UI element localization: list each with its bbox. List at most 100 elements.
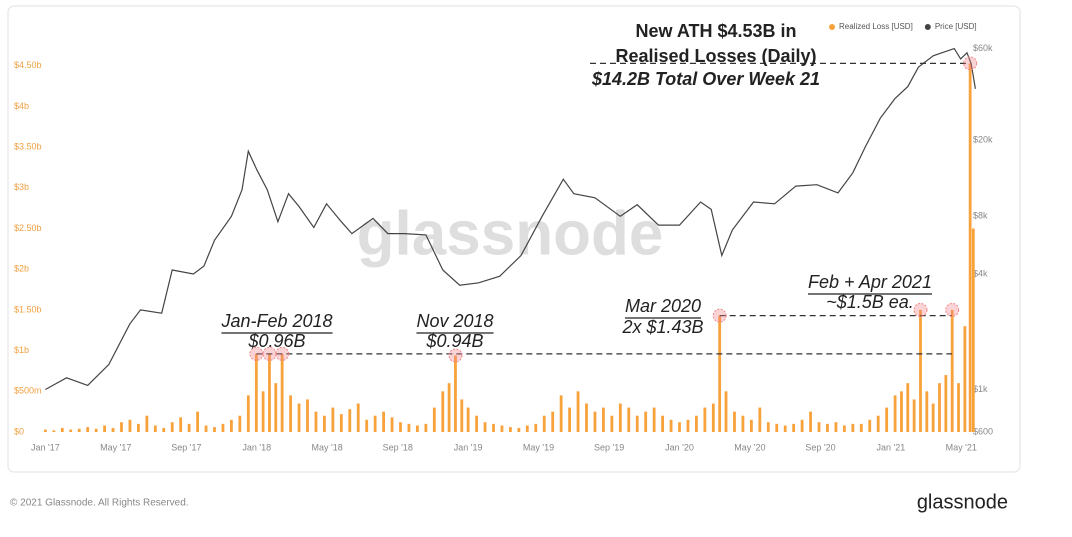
bar bbox=[919, 309, 922, 432]
highlight bbox=[913, 302, 928, 317]
bar bbox=[246, 395, 250, 432]
bar bbox=[851, 423, 855, 432]
bar bbox=[447, 383, 451, 432]
bar bbox=[509, 427, 512, 432]
bar bbox=[652, 407, 656, 432]
bar bbox=[800, 419, 804, 432]
x-tick-label: Jan '17 bbox=[31, 442, 60, 452]
bar bbox=[268, 353, 271, 432]
bar bbox=[618, 403, 622, 432]
bar bbox=[826, 423, 829, 432]
bar bbox=[792, 423, 796, 432]
bar bbox=[120, 422, 123, 432]
y-tick-label: $2.50b bbox=[14, 223, 42, 233]
y-tick-label: $4b bbox=[14, 101, 29, 111]
annotation: Realised Losses (Daily) bbox=[615, 46, 816, 66]
bar bbox=[339, 414, 343, 432]
bar bbox=[432, 407, 436, 432]
bar bbox=[868, 419, 872, 432]
highlight bbox=[249, 346, 264, 361]
bar bbox=[348, 409, 352, 432]
bar bbox=[950, 309, 954, 432]
bar bbox=[559, 395, 563, 432]
bar bbox=[758, 407, 762, 432]
y2-tick-label: $4k bbox=[973, 268, 988, 278]
bar bbox=[86, 427, 90, 432]
highlight bbox=[712, 308, 727, 323]
bar bbox=[893, 395, 897, 432]
bar bbox=[221, 423, 225, 432]
bar bbox=[695, 415, 698, 432]
bar bbox=[145, 415, 149, 432]
y-tick-label: $3.50b bbox=[14, 142, 42, 152]
bar bbox=[661, 415, 665, 432]
annotation: Feb + Apr 2021 bbox=[808, 272, 932, 292]
highlight bbox=[275, 346, 290, 361]
bar bbox=[542, 415, 546, 432]
bar bbox=[593, 411, 597, 432]
y2-tick-label: $20k bbox=[973, 134, 993, 144]
bar bbox=[749, 419, 753, 432]
bar bbox=[390, 417, 394, 432]
bar bbox=[416, 425, 419, 432]
bar bbox=[610, 415, 614, 432]
legend-swatch bbox=[829, 24, 835, 30]
highlight bbox=[945, 302, 960, 317]
bar bbox=[382, 411, 385, 432]
bar bbox=[289, 395, 292, 432]
bar bbox=[602, 407, 605, 432]
bar bbox=[669, 419, 673, 432]
bar bbox=[817, 422, 821, 432]
y-tick-label: $500m bbox=[14, 386, 42, 396]
y-tick-label: $1.50b bbox=[14, 304, 42, 314]
bar bbox=[876, 415, 880, 432]
bar bbox=[77, 428, 81, 432]
bar bbox=[43, 429, 47, 432]
bar bbox=[373, 415, 377, 432]
bar bbox=[842, 425, 846, 432]
bar bbox=[179, 417, 183, 432]
x-tick-label: May '21 bbox=[946, 442, 977, 452]
bar bbox=[809, 411, 812, 432]
bar bbox=[128, 419, 132, 432]
x-tick-label: Jan '18 bbox=[242, 442, 271, 452]
y2-tick-label: $60k bbox=[973, 43, 993, 53]
highlight bbox=[262, 346, 277, 361]
bar bbox=[551, 411, 555, 432]
bar bbox=[635, 415, 639, 432]
bar bbox=[783, 425, 787, 432]
bar bbox=[94, 428, 98, 432]
bar bbox=[944, 375, 948, 432]
bar bbox=[957, 383, 960, 432]
bar bbox=[213, 427, 216, 432]
x-tick-label: Jan '21 bbox=[877, 442, 906, 452]
legend-swatch bbox=[924, 24, 931, 30]
bar bbox=[475, 415, 478, 432]
bar bbox=[733, 411, 736, 432]
bar bbox=[454, 355, 457, 432]
bar bbox=[968, 63, 972, 432]
bar bbox=[196, 411, 199, 432]
bar bbox=[859, 423, 863, 432]
bar bbox=[517, 427, 521, 432]
bar bbox=[238, 415, 242, 432]
bar bbox=[885, 407, 889, 432]
y-tick-label: $2b bbox=[14, 264, 29, 274]
bar bbox=[261, 391, 265, 432]
bar bbox=[718, 315, 722, 432]
bar bbox=[925, 391, 929, 432]
bar bbox=[187, 423, 191, 432]
annotation: Nov 2018 bbox=[416, 311, 493, 331]
x-tick-label: May '17 bbox=[100, 442, 131, 452]
bar bbox=[52, 430, 56, 432]
bar bbox=[576, 391, 580, 432]
y2-tick-label: $1k bbox=[973, 384, 988, 394]
bar bbox=[274, 383, 278, 432]
annotation: 2x $1.43B bbox=[621, 317, 703, 337]
bar bbox=[766, 422, 770, 432]
bar bbox=[365, 419, 369, 432]
bar bbox=[323, 415, 326, 432]
bar bbox=[912, 399, 916, 432]
bar bbox=[534, 423, 538, 432]
chart-frame bbox=[7, 5, 1021, 473]
